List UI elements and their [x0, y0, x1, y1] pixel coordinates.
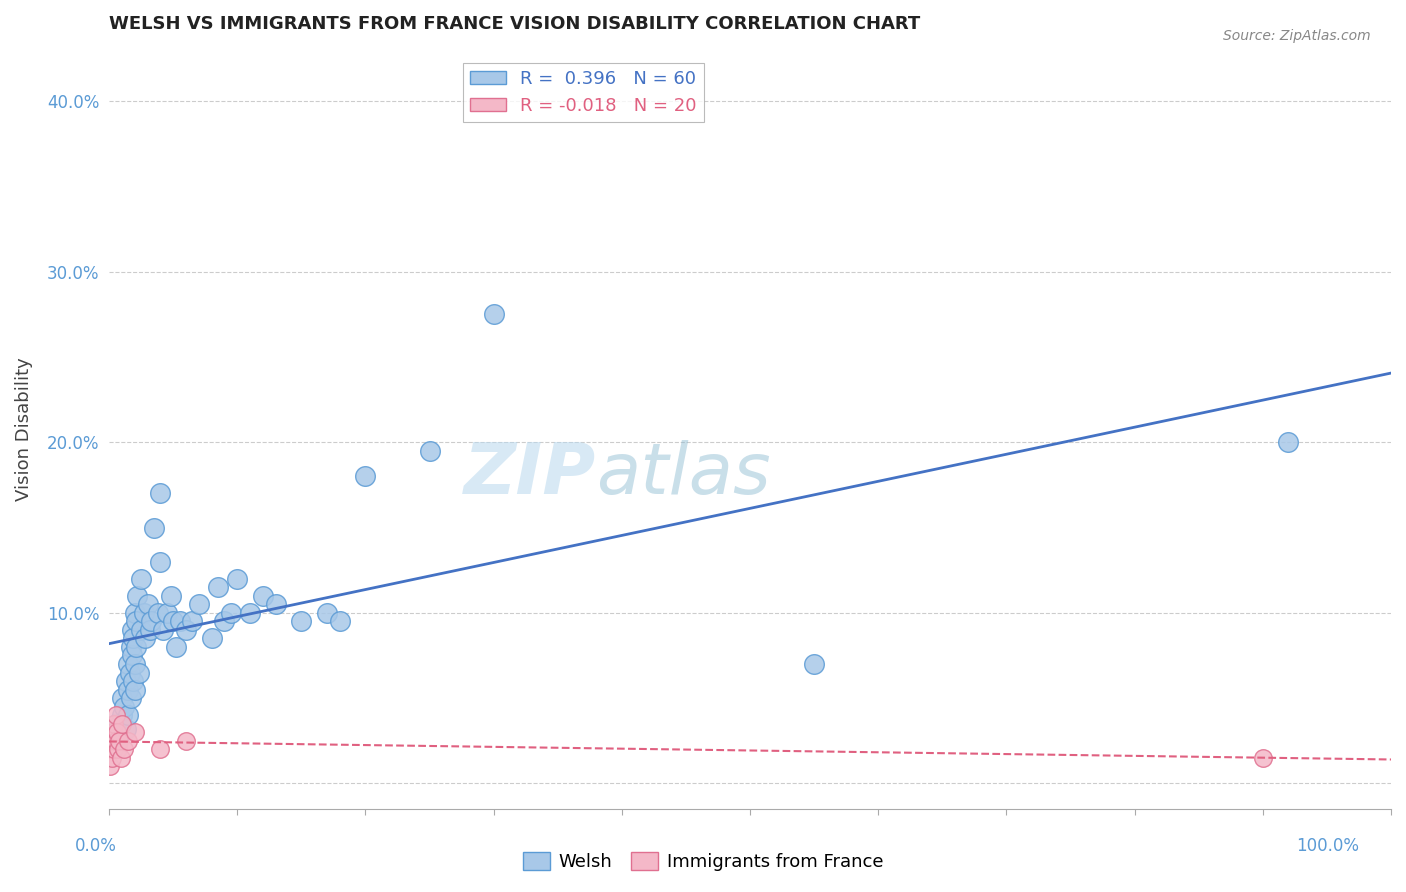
Point — [162, 615, 184, 629]
Text: atlas: atlas — [596, 441, 770, 509]
Point — [152, 623, 174, 637]
Point — [124, 725, 146, 739]
Point — [149, 486, 172, 500]
Point — [187, 597, 209, 611]
Point — [118, 665, 141, 680]
Point — [110, 751, 132, 765]
Point — [201, 632, 224, 646]
Point — [122, 674, 145, 689]
Point — [127, 589, 149, 603]
Point — [174, 623, 197, 637]
Point — [143, 520, 166, 534]
Point — [165, 640, 187, 654]
Point — [107, 742, 129, 756]
Point — [146, 606, 169, 620]
Point — [290, 615, 312, 629]
Point — [134, 632, 156, 646]
Point — [226, 572, 249, 586]
Point — [219, 606, 242, 620]
Point — [354, 469, 377, 483]
Text: WELSH VS IMMIGRANTS FROM FRANCE VISION DISABILITY CORRELATION CHART: WELSH VS IMMIGRANTS FROM FRANCE VISION D… — [110, 15, 921, 33]
Point — [141, 615, 163, 629]
Point — [104, 733, 127, 747]
Point — [264, 597, 287, 611]
Point — [104, 716, 127, 731]
Point — [117, 733, 139, 747]
Point — [122, 632, 145, 646]
Point — [114, 742, 136, 756]
Point — [125, 640, 148, 654]
Point — [124, 682, 146, 697]
Point — [129, 623, 152, 637]
Point — [105, 725, 128, 739]
Point — [159, 589, 181, 603]
Point — [169, 615, 191, 629]
Text: ZIP: ZIP — [464, 441, 596, 509]
Point — [156, 606, 179, 620]
Point — [103, 716, 125, 731]
Point — [1251, 751, 1274, 765]
Point — [104, 708, 127, 723]
Point — [329, 615, 352, 629]
Point — [124, 606, 146, 620]
Point — [803, 657, 825, 671]
Point — [103, 742, 125, 756]
Point — [108, 729, 131, 743]
Y-axis label: Vision Disability: Vision Disability — [15, 358, 32, 501]
Point — [132, 606, 155, 620]
Point — [100, 759, 122, 773]
Text: 0.0%: 0.0% — [75, 837, 117, 855]
Point — [149, 742, 172, 756]
Point — [117, 657, 139, 671]
Point — [114, 699, 136, 714]
Point — [252, 589, 274, 603]
Point — [174, 733, 197, 747]
Point — [316, 606, 339, 620]
Point — [111, 691, 134, 706]
Point — [125, 615, 148, 629]
Point — [111, 716, 134, 731]
Point — [114, 674, 136, 689]
Point — [482, 307, 505, 321]
Point — [100, 751, 122, 765]
Point — [149, 555, 172, 569]
Point — [419, 443, 441, 458]
Legend: Welsh, Immigrants from France: Welsh, Immigrants from France — [516, 845, 890, 879]
Point — [214, 615, 236, 629]
Point — [136, 597, 159, 611]
Point — [117, 708, 139, 723]
Point — [101, 733, 124, 747]
Point — [239, 606, 262, 620]
Point — [129, 572, 152, 586]
Point — [139, 623, 162, 637]
Text: 100.0%: 100.0% — [1296, 837, 1358, 855]
Point — [98, 742, 121, 756]
Point — [114, 722, 136, 736]
Text: Source: ZipAtlas.com: Source: ZipAtlas.com — [1223, 29, 1371, 43]
Legend: R =  0.396   N = 60, R = -0.018   N = 20: R = 0.396 N = 60, R = -0.018 N = 20 — [463, 62, 704, 122]
Point — [207, 580, 229, 594]
Point — [181, 615, 204, 629]
Point — [121, 648, 143, 663]
Point — [120, 691, 142, 706]
Point — [121, 623, 143, 637]
Point — [120, 640, 142, 654]
Point — [108, 733, 131, 747]
Point — [1277, 435, 1299, 450]
Point — [124, 657, 146, 671]
Point — [101, 725, 124, 739]
Point — [117, 682, 139, 697]
Point — [128, 665, 150, 680]
Point — [111, 708, 134, 723]
